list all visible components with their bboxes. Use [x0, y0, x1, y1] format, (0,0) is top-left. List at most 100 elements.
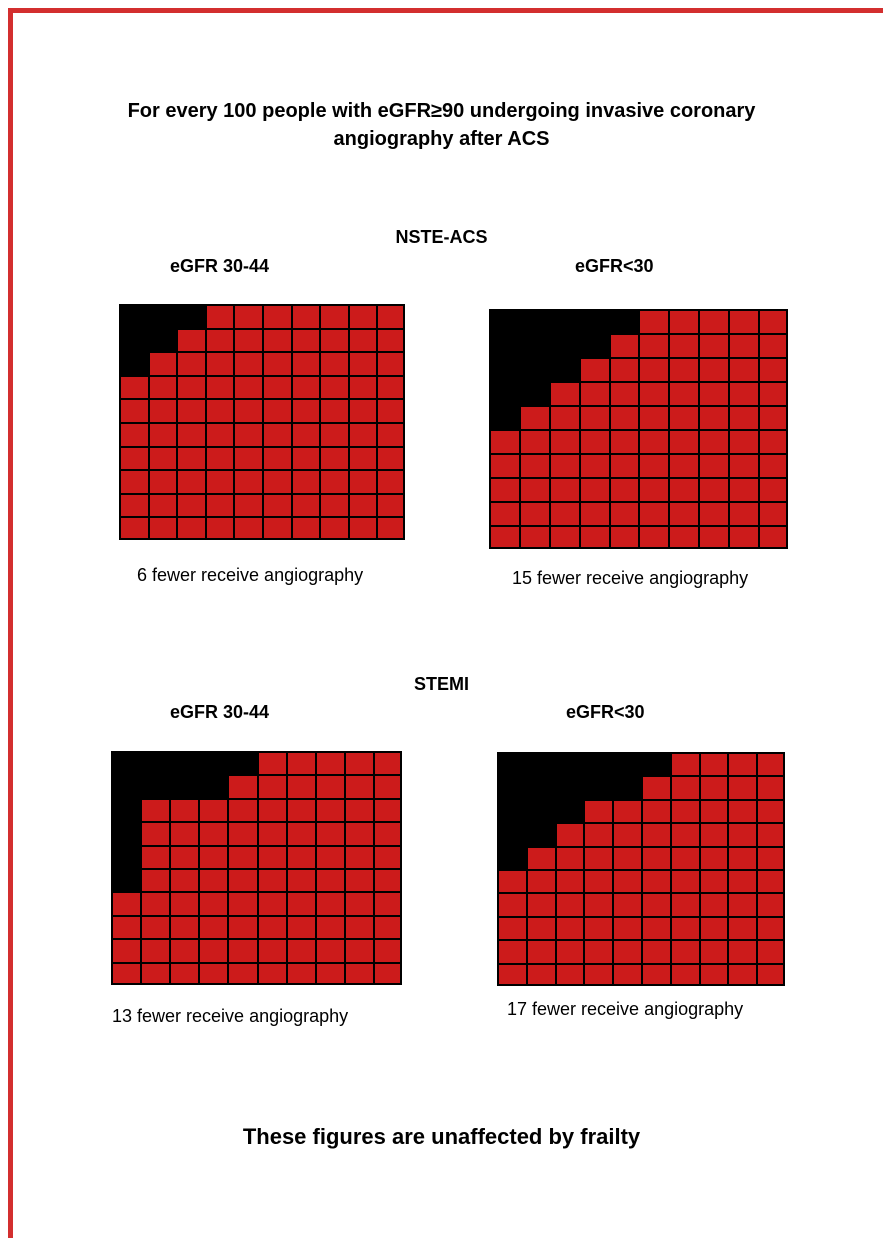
waffle-cell-receive — [698, 477, 729, 501]
page-title-line-2: angiography after ACS — [333, 128, 550, 150]
waffle-cell-fewer — [111, 797, 141, 822]
waffle-cell-receive — [262, 469, 291, 493]
waffle-chart-stemi-egfr-30-44 — [111, 751, 402, 985]
waffle-cell-receive — [285, 774, 315, 798]
waffle-cell-receive — [698, 939, 728, 963]
waffle-cell-receive — [119, 422, 148, 446]
waffle-cell-receive — [669, 775, 699, 799]
waffle-cell-receive — [612, 798, 641, 823]
waffle-cell-receive — [698, 429, 729, 453]
waffle-cell-receive — [756, 798, 785, 823]
waffle-cell-receive — [347, 351, 377, 375]
waffle-cell-fewer — [119, 351, 148, 375]
waffle-cell-receive — [554, 892, 584, 916]
waffle-cell-receive — [525, 892, 555, 916]
waffle-cell-receive — [233, 304, 262, 328]
waffle-cell-receive — [758, 429, 788, 453]
waffle-cell-receive — [698, 309, 729, 333]
waffle-cell-fewer — [578, 309, 609, 333]
waffle-cell-receive — [314, 961, 344, 985]
waffle-cell-receive — [497, 939, 526, 963]
waffle-cell-receive — [147, 398, 177, 422]
waffle-cell-receive — [262, 304, 291, 328]
waffle-cell-receive — [554, 868, 584, 893]
waffle-cell-receive — [497, 915, 526, 940]
caption-stemi-egfr-lt-30: 17 fewer receive angiography — [507, 999, 744, 1019]
waffle-cell-receive — [343, 751, 373, 775]
waffle-cell-receive — [119, 374, 148, 399]
waffle-cell-receive — [372, 891, 402, 915]
waffle-cell-receive — [608, 333, 639, 357]
waffle-cell-receive — [140, 891, 170, 915]
waffle-cell-receive — [638, 453, 669, 477]
waffle-cell-receive — [204, 374, 234, 399]
waffle-cell-receive — [640, 962, 670, 986]
waffle-cell-receive — [119, 492, 148, 517]
waffle-cell-receive — [233, 492, 262, 517]
waffle-cell-receive — [347, 398, 377, 422]
waffle-cell-receive — [343, 891, 373, 915]
waffle-cell-receive — [376, 445, 405, 470]
waffle-cell-receive — [554, 962, 584, 986]
waffle-cell-receive — [727, 752, 757, 776]
waffle-cell-receive — [198, 938, 228, 962]
waffle-cell-receive — [140, 867, 170, 892]
waffle-cell-receive — [169, 844, 199, 868]
waffle-cell-receive — [147, 492, 177, 517]
waffle-cell-receive — [578, 477, 609, 501]
waffle-cell-receive — [290, 469, 320, 493]
waffle-cell-receive — [698, 892, 728, 916]
waffle-cell-fewer — [198, 774, 228, 798]
waffle-cell-receive — [347, 492, 377, 517]
waffle-cell-receive — [608, 525, 639, 549]
waffle-cell-receive — [176, 422, 205, 446]
waffle-cell-receive — [111, 914, 141, 939]
waffle-cell-receive — [347, 422, 377, 446]
waffle-cell-receive — [319, 469, 348, 493]
waffle-cell-receive — [583, 915, 613, 940]
waffle-cell-receive — [698, 962, 728, 986]
waffle-cell-receive — [668, 501, 699, 525]
waffle-cell-receive — [176, 398, 205, 422]
waffle-cell-receive — [640, 868, 670, 893]
waffle-cell-receive — [147, 469, 177, 493]
waffle-cell-receive — [372, 867, 402, 892]
waffle-cell-receive — [204, 445, 234, 470]
waffle-cell-receive — [227, 844, 257, 868]
waffle-cell-receive — [176, 469, 205, 493]
waffle-cell-receive — [608, 405, 639, 429]
waffle-cell-receive — [698, 868, 728, 893]
waffle-cell-receive — [525, 868, 555, 893]
waffle-cell-receive — [640, 798, 670, 823]
footer-note: These figures are unaffected by frailty — [242, 1124, 641, 1149]
waffle-cell-receive — [583, 822, 613, 846]
waffle-cell-receive — [176, 327, 205, 352]
waffle-cell-receive — [290, 327, 320, 352]
waffle-cell-receive — [233, 422, 262, 446]
waffle-cell-receive — [698, 501, 729, 525]
waffle-cell-receive — [147, 351, 177, 375]
waffle-cell-fewer — [489, 357, 519, 381]
waffle-cell-receive — [176, 445, 205, 470]
waffle-cell-receive — [525, 845, 555, 869]
waffle-cell-receive — [518, 453, 549, 477]
waffle-cell-receive — [319, 304, 348, 328]
waffle-cell-receive — [583, 845, 613, 869]
waffle-cell-fewer — [525, 822, 555, 846]
waffle-cell-receive — [140, 938, 170, 962]
waffle-cell-receive — [119, 469, 148, 493]
waffle-cell-receive — [728, 357, 759, 381]
waffle-cell-receive — [314, 891, 344, 915]
waffle-cell-receive — [756, 962, 785, 986]
waffle-cell-receive — [608, 477, 639, 501]
waffle-cell-receive — [640, 822, 670, 846]
waffle-cell-receive — [612, 915, 641, 940]
waffle-cell-fewer — [525, 798, 555, 823]
waffle-cell-receive — [372, 774, 402, 798]
waffle-cell-fewer — [525, 775, 555, 799]
waffle-cell-receive — [758, 453, 788, 477]
waffle-cell-receive — [698, 381, 729, 405]
waffle-cell-receive — [727, 915, 757, 940]
waffle-cell-receive — [583, 868, 613, 893]
waffle-cell-receive — [140, 914, 170, 939]
